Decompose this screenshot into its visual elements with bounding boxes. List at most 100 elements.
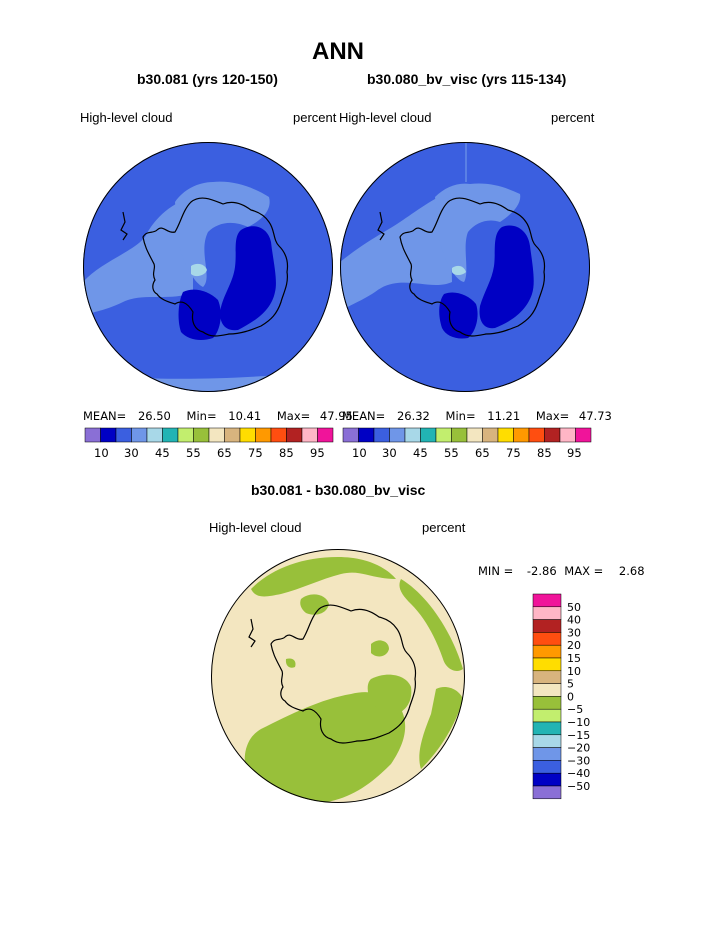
panel3-colorbar-label: 5 [567,678,574,691]
panel2-colorbar [342,427,592,443]
panel2-colorbar-box [544,427,561,443]
panel1-tick: 55 [186,446,201,460]
panel3-colorbar-box [532,632,562,646]
panel1-colorbar-box [84,427,101,443]
panel1-colorbar-box [100,427,117,443]
panel3-colorbar-box [532,657,562,672]
panel1-title: b30.081 (yrs 120-150) [137,71,278,87]
panel2-colorbar-box [466,427,483,443]
panel3-peninsula [248,618,256,648]
panel3-colorbar-label: 15 [567,652,581,665]
panel1-peninsula [120,211,128,241]
panel3-green-patch-west [285,658,296,668]
panel1-colorbar-box [224,427,241,443]
panel3-colorbar-label: −20 [567,742,590,755]
panel2-max-value: 47.73 [578,409,612,423]
panel3-units-label: percent [422,520,466,535]
panel2-units-label: percent [551,110,595,125]
panel2-cyan-patch [452,265,466,275]
panel1-mean-label: MEAN= [83,409,127,423]
panel2-colorbar-box [342,427,359,443]
panel3-green-patch-mid [371,640,389,657]
panel1-tick: 85 [279,446,294,460]
panel2-light-region-north [435,183,521,282]
panel3-colorbar-label: −15 [567,729,590,742]
panel2-mean-value: 26.32 [396,409,430,423]
panel1-tick: 65 [217,446,232,460]
panel3-colorbar-box [532,696,562,710]
panel3-colorbar-label: 0 [567,690,574,703]
panel1-colorbar-box [239,427,256,443]
panel3-colorbar-label: −30 [567,754,590,767]
panel2-colorbar-box [373,427,390,443]
panel3-colorbar-label: −40 [567,767,590,780]
panel2-colorbar-box [575,427,592,443]
panel1-colorbar-box [115,427,132,443]
panel1-stats: MEAN= 26.50 Min= 10.41 Max= 47.95 [83,409,353,423]
panel2-title: b30.080_bv_visc (yrs 115-134) [367,71,567,87]
panel2-colorbar-box [497,427,514,443]
panel3-colorbar-box [532,670,562,684]
panel3-green-east [399,579,463,671]
panel1-coastline [142,197,289,337]
panel3-colorbar-box [532,747,562,761]
panel1-colorbar-box [193,427,210,443]
panel2-tick: 30 [382,446,397,460]
panel1-max-label: Max= [276,409,311,423]
panel2-light-region-west [340,192,452,312]
panel2-colorbar-box [389,427,406,443]
panel3-title: b30.081 - b30.080_bv_visc [251,482,426,498]
panel1-cyan-patch [191,263,207,277]
panel2-colorbar-box [420,427,437,443]
panel2-colorbar-box [404,427,421,443]
panel2-peninsula [377,211,385,241]
panel2-tick: 85 [537,446,552,460]
panel3-colorbar-label: −50 [567,780,590,793]
panel1-colorbar-box [270,427,287,443]
panel2-stats: MEAN= 26.32 Min= 11.21 Max= 47.73 [342,409,612,423]
panel3-stats: MIN = -2.86 MAX = 2.68 [478,564,645,578]
panel3-colorbar-label: 10 [567,665,581,678]
panel2-max-label: Max= [535,409,570,423]
panel1-colorbar [84,427,334,443]
panel3-green-southeast [419,687,463,769]
panel1-units-label: percent [293,110,337,125]
panel3-colorbar-box [532,708,562,723]
page-title: ANN [312,38,364,65]
panel2-colorbar-box [482,427,499,443]
panel2-dark-region-east [479,225,534,329]
panel3-green-south [244,692,406,803]
panel3-max-value: 2.68 [618,564,645,578]
panel1-tick: 10 [94,446,109,460]
panel2-variable-label: High-level cloud [339,110,432,125]
panel3-colorbar-box [532,785,562,800]
panel2-colorbar-box [435,427,452,443]
panel3-colorbar-label: −5 [567,703,583,716]
panel3-colorbar-label: 20 [567,639,581,652]
panel2-colorbar-box [559,427,576,443]
panel3-min-label: MIN = [478,564,514,578]
panel2-colorbar-box [451,427,468,443]
panel1-colorbar-box [177,427,194,443]
panel1-tick: 95 [310,446,325,460]
panel2-dark-region-south [439,292,478,339]
panel1-colorbar-box [286,427,303,443]
panel2-min-label: Min= [445,409,476,423]
panel1-tick: 75 [248,446,263,460]
panel3-map [211,549,465,803]
panel1-colorbar-box [162,427,179,443]
panel1-light-region-north [175,181,270,287]
panel1-colorbar-box [317,427,334,443]
panel1-colorbar-box [301,427,318,443]
panel2-tick: 10 [352,446,367,460]
panel1-map [83,142,333,392]
panel2-tick: 75 [506,446,521,460]
panel2-tick: 95 [567,446,582,460]
panel1-min-label: Min= [186,409,217,423]
panel3-colorbar-box [532,644,562,659]
panel3-colorbar-box [532,772,562,787]
panel2-colorbar-box [358,427,375,443]
panel2-tick: 55 [444,446,459,460]
panel3-colorbar-label: 30 [567,626,581,639]
